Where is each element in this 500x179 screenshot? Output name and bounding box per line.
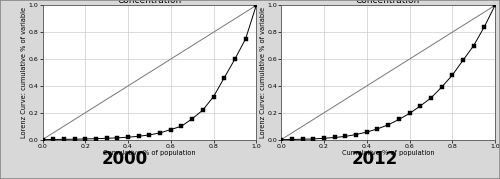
Text: 2012: 2012 <box>352 150 398 168</box>
Title: Concentration: Concentration <box>356 0 420 5</box>
Text: 2000: 2000 <box>102 150 148 168</box>
Y-axis label: Lorenz Curve: cumulative % of variable: Lorenz Curve: cumulative % of variable <box>21 7 27 138</box>
Title: Concentration: Concentration <box>117 0 182 5</box>
Y-axis label: Lorenz Curve: cumulative % of variable: Lorenz Curve: cumulative % of variable <box>260 7 266 138</box>
X-axis label: Cumulative % of population: Cumulative % of population <box>342 150 434 156</box>
X-axis label: Cumulative % of population: Cumulative % of population <box>103 150 196 156</box>
